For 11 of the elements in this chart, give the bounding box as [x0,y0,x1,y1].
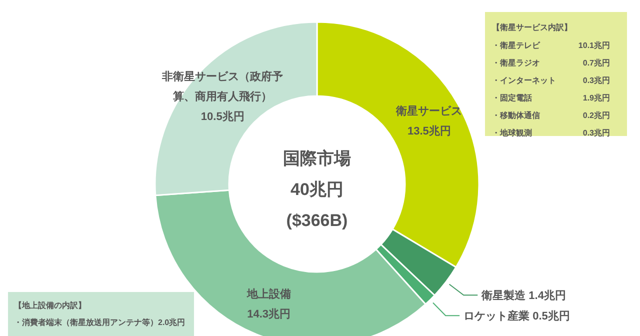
data-label: 10.5兆円 [200,110,244,124]
text: 40兆円 [290,180,344,199]
slice-label: 地上設備 [246,288,291,301]
text: ($366B) [286,211,348,230]
text: 国際市場 [283,149,351,168]
data-label: 13.5兆円 [408,124,451,138]
slice-label: 非衛星サービス（政府予算、商用有人飛行） [161,70,284,104]
slice-label: ロケット産業 0.5兆円 [464,310,570,323]
slice-label: 衛星製造 1.4兆円 [480,289,566,302]
data-label: 14.3兆円 [247,308,291,321]
slice-label: 衛星サービス [395,104,462,118]
